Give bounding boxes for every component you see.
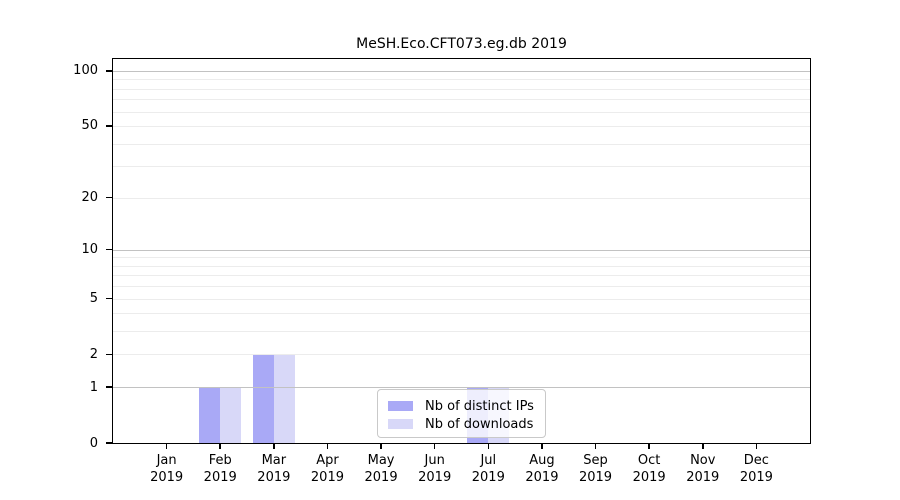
x-tick-year: 2019 xyxy=(686,470,720,485)
x-tick-label: Dec 2019 xyxy=(716,452,796,486)
x-tick-label: Jul 2019 xyxy=(448,452,528,486)
x-tick-year: 2019 xyxy=(739,470,773,485)
legend-label: Nb of downloads xyxy=(425,416,534,432)
x-tick-label: May 2019 xyxy=(341,452,421,486)
y-tick xyxy=(106,70,113,72)
x-tick-year: 2019 xyxy=(578,470,613,485)
gridline-minor xyxy=(113,286,810,288)
x-tick-month: Apr xyxy=(316,453,339,468)
legend-item: Nb of downloads xyxy=(378,415,545,433)
x-tick-month: Jul xyxy=(480,453,497,468)
x-tick-year: 2019 xyxy=(310,470,344,485)
x-tick-label: Jan 2019 xyxy=(127,452,207,486)
x-tick-year: 2019 xyxy=(257,470,291,485)
x-tick xyxy=(433,443,436,449)
gridline-major xyxy=(113,249,810,251)
chart-title: MeSH.Eco.CFT073.eg.db 2019 xyxy=(356,36,567,52)
legend-swatch-downloads xyxy=(388,419,413,429)
y-tick-label: 20 xyxy=(81,190,98,205)
gridline-minor xyxy=(113,354,810,356)
y-tick-label: 1 xyxy=(89,379,98,395)
gridline-minor xyxy=(113,298,810,300)
y-tick xyxy=(106,125,113,127)
x-tick-label: Mar 2019 xyxy=(234,452,314,486)
x-tick-year: 2019 xyxy=(632,470,666,485)
y-tick-label: 5 xyxy=(89,291,98,307)
x-tick-month: Aug xyxy=(529,453,555,468)
y-tick xyxy=(106,297,113,300)
y-tick xyxy=(106,353,113,356)
x-tick-label: Nov 2019 xyxy=(663,452,743,486)
gridline-minor xyxy=(113,331,810,333)
x-tick xyxy=(326,443,329,449)
y-tick-label: 50 xyxy=(81,118,98,134)
x-tick-year: 2019 xyxy=(203,470,237,485)
gridline-minor xyxy=(113,166,810,168)
legend: Nb of distinct IPs Nb of downloads xyxy=(377,389,546,438)
x-tick-month: Oct xyxy=(637,453,661,468)
x-tick-year: 2019 xyxy=(150,470,184,485)
x-tick xyxy=(755,443,758,449)
gridline-minor xyxy=(113,125,810,127)
x-tick-month: Feb xyxy=(208,453,232,468)
x-tick xyxy=(487,443,490,449)
bar-distinct-ips xyxy=(199,387,221,443)
plot-area: 0 1 2 5 10 20 50 100 Jan 2019 Feb 2019 Mar 2019 Apr 20… xyxy=(73,58,811,485)
x-tick-label: Apr 2019 xyxy=(287,452,367,486)
y-tick-label: 2 xyxy=(89,346,98,362)
axis-frame xyxy=(112,58,811,444)
y-tick-label: 100 xyxy=(73,63,98,79)
x-tick-month: Mar xyxy=(261,453,287,468)
gridline-minor xyxy=(113,313,810,315)
gridline-minor xyxy=(113,79,810,81)
x-tick-label: Aug 2019 xyxy=(502,452,582,486)
x-tick-year: 2019 xyxy=(471,470,505,485)
gridline-minor xyxy=(113,197,810,199)
bar-downloads xyxy=(273,354,295,443)
gridline-minor xyxy=(113,257,810,259)
x-tick-month: Sep xyxy=(583,453,608,468)
x-tick xyxy=(219,443,221,449)
y-tick xyxy=(106,442,113,444)
x-tick-month: Dec xyxy=(743,453,769,468)
x-tick-month: Jan xyxy=(156,453,177,468)
x-tick-month: May xyxy=(367,453,395,468)
x-tick-month: Nov xyxy=(690,453,716,468)
legend-label: Nb of distinct IPs xyxy=(425,398,534,414)
legend-swatch-distinct-ips xyxy=(388,401,413,411)
y-tick-label: 10 xyxy=(81,242,98,258)
x-tick-year: 2019 xyxy=(525,470,559,485)
gridline-minor xyxy=(113,275,810,277)
gridline-minor xyxy=(113,143,810,145)
gridline-major xyxy=(113,70,810,72)
x-tick xyxy=(702,443,704,449)
x-tick-year: 2019 xyxy=(364,470,398,485)
gridline-minor xyxy=(113,99,810,101)
x-tick xyxy=(594,443,597,449)
x-tick xyxy=(541,443,543,449)
gridline-minor xyxy=(113,111,810,113)
x-tick-label: Sep 2019 xyxy=(556,452,636,486)
legend-item: Nb of distinct IPs xyxy=(378,397,545,415)
gridline-minor xyxy=(113,88,810,90)
gridline-major xyxy=(113,387,810,389)
x-tick xyxy=(648,443,650,449)
y-tick xyxy=(106,248,113,251)
y-tick xyxy=(106,196,113,199)
y-tick xyxy=(106,386,113,388)
x-tick-year: 2019 xyxy=(418,470,452,485)
x-tick xyxy=(380,443,382,449)
x-tick-label: Feb 2019 xyxy=(180,452,260,486)
x-tick-month: Jun xyxy=(424,453,445,468)
x-tick xyxy=(273,443,275,449)
bar-downloads xyxy=(220,387,242,443)
x-tick-label: Oct 2019 xyxy=(609,452,689,486)
bar-distinct-ips xyxy=(252,354,274,443)
gridline-minor xyxy=(113,265,810,267)
x-tick xyxy=(165,443,168,449)
x-tick-label: Jun 2019 xyxy=(395,452,475,486)
y-tick-label: 0 xyxy=(89,435,98,451)
